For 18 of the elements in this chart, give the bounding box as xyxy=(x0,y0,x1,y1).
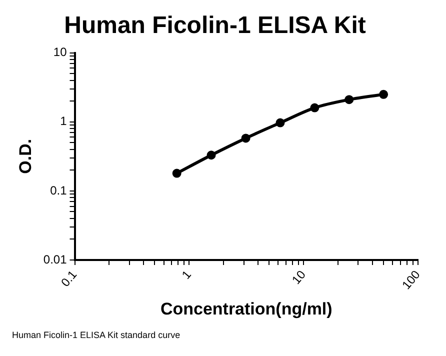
y-tick-label: 0.1 xyxy=(50,183,68,198)
text: Human Ficolin-1 ELISA Kit standard curve xyxy=(12,330,182,340)
point xyxy=(276,118,285,128)
point xyxy=(379,90,388,99)
point xyxy=(241,134,250,143)
x-axis-title: Concentration(ng/ml) xyxy=(160,299,332,318)
x-tick-label: 10 xyxy=(289,267,309,287)
chart-title: Human Ficolin-1 ELISA Kit xyxy=(64,12,366,40)
point xyxy=(172,168,182,178)
x-tick-label: 1 xyxy=(178,267,194,282)
x-tick-label: 100 xyxy=(399,267,424,292)
y-tick-label: 0.01 xyxy=(43,252,68,266)
point xyxy=(344,95,354,104)
y-axis-title: O.D. xyxy=(16,138,35,174)
y-tick-label: 10 xyxy=(53,45,68,60)
y-tick-label: 1 xyxy=(60,114,68,128)
point xyxy=(206,150,216,160)
point xyxy=(310,103,320,112)
